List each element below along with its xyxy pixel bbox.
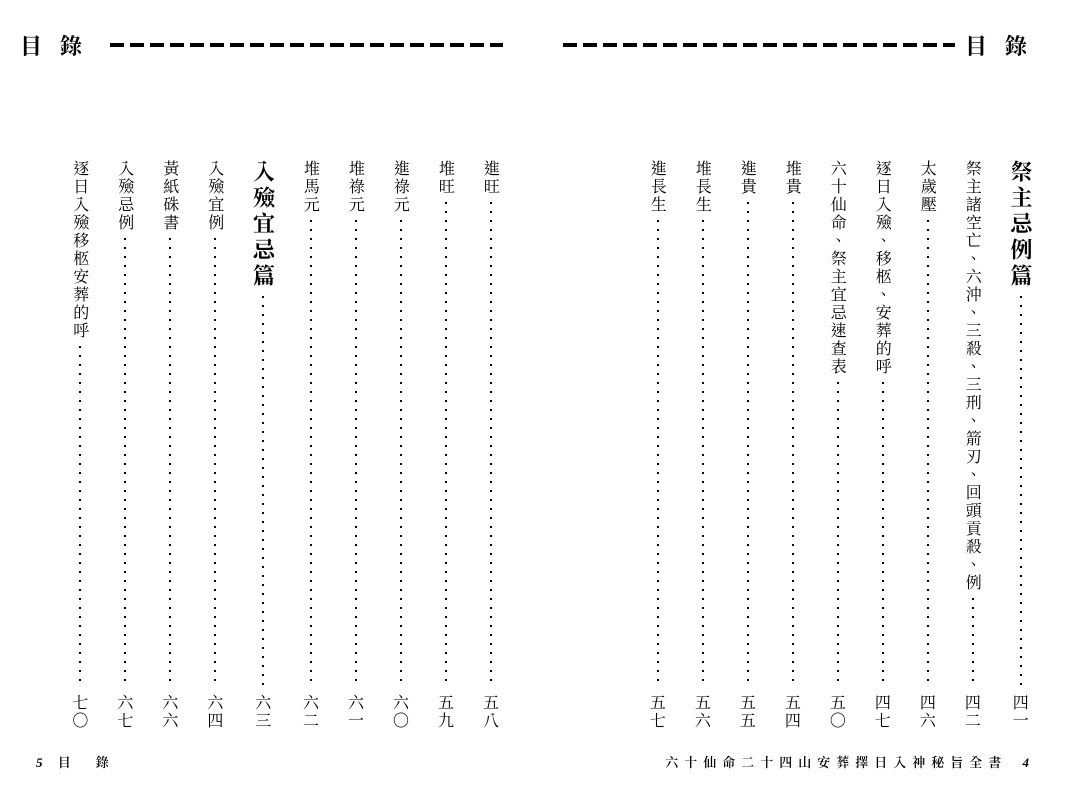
toc-title: 堆貴 <box>783 160 804 196</box>
header-right: 目錄 <box>553 30 1046 60</box>
toc-title: 堆旺 <box>436 160 457 196</box>
leader-dots <box>169 238 171 688</box>
leader-dots <box>214 238 216 688</box>
toc-entry: 堆祿元六一 <box>345 160 368 730</box>
leader-dots <box>79 346 81 688</box>
leader-dots <box>124 238 126 688</box>
leader-dots <box>747 202 749 688</box>
footer-right: 六十仙命二十四山安葬擇日入神秘旨全書 4 <box>665 752 1035 771</box>
toc-entry: 祭主諸空亡、六沖、三殺、三刑、箭刃、回頭貢殺、例四二 <box>961 160 984 730</box>
toc-right: 祭主忌例篇四一祭主諸空亡、六沖、三殺、三刑、箭刃、回頭貢殺、例四二太歲壓四六逐日… <box>553 160 1046 730</box>
toc-entry: 太歲壓四六 <box>916 160 939 730</box>
toc-entry: 入殮宜例六四 <box>204 160 227 730</box>
toc-title: 太歲壓 <box>918 160 939 214</box>
footer-left: 5 目 錄 <box>30 752 115 771</box>
toc-title: 入殮宜忌篇 <box>249 160 278 290</box>
toc-page-number: 六〇 <box>390 694 413 730</box>
toc-title: 入殮忌例 <box>115 160 136 232</box>
toc-title: 堆長生 <box>693 160 714 214</box>
toc-entry: 進貴五五 <box>736 160 759 730</box>
leader-dots <box>702 220 704 688</box>
toc-page-number: 六一 <box>345 694 368 730</box>
toc-left: 進旺五八堆旺五九進祿元六〇堆祿元六一堆馬元六二入殮宜忌篇六三入殮宜例六四黃紙硃書… <box>20 160 513 730</box>
leader-dots <box>490 202 492 688</box>
toc-heading: 祭主忌例篇四一 <box>1006 160 1035 730</box>
toc-entry: 逐日入殮移柩安葬的呼七〇 <box>69 160 92 730</box>
toc-title: 進長生 <box>648 160 669 214</box>
toc-entry: 進長生五七 <box>646 160 669 730</box>
toc-entry: 六十仙命、祭主宜忌速查表五〇 <box>826 160 849 730</box>
toc-page-number: 五五 <box>736 694 759 730</box>
toc-title: 入殮宜例 <box>205 160 226 232</box>
page-left: 目錄 進旺五八堆旺五九進祿元六〇堆祿元六一堆馬元六二入殮宜忌篇六三入殮宜例六四黃… <box>0 0 533 791</box>
leader-dots <box>657 220 659 688</box>
toc-title: 六十仙命、祭主宜忌速查表 <box>828 160 849 376</box>
toc-page-number: 四一 <box>1009 694 1032 730</box>
toc-entry: 進祿元六〇 <box>390 160 413 730</box>
header-label: 目錄 <box>965 30 1045 61</box>
toc-page-number: 五四 <box>781 694 804 730</box>
leader-dots <box>1020 296 1022 688</box>
toc-page-number: 六三 <box>252 694 275 730</box>
toc-page-number: 六七 <box>114 694 137 730</box>
toc-page-number: 四二 <box>961 694 984 730</box>
toc-entry: 堆長生五六 <box>691 160 714 730</box>
toc-title: 進旺 <box>481 160 502 196</box>
leader-dots <box>972 598 974 688</box>
footer-text: 目 錄 <box>58 752 115 771</box>
toc-page-number: 六六 <box>159 694 182 730</box>
toc-page-number: 七〇 <box>69 694 92 730</box>
leader-dots <box>445 202 447 688</box>
page-number: 5 <box>36 755 43 770</box>
toc-title: 堆馬元 <box>301 160 322 214</box>
toc-page-number: 四七 <box>871 694 894 730</box>
leader-dots <box>792 202 794 688</box>
toc-title: 堆祿元 <box>346 160 367 214</box>
toc-title: 進貴 <box>738 160 759 196</box>
footer-text: 六十仙命二十四山安葬擇日入神秘旨全書 <box>665 752 1007 771</box>
toc-page-number: 五〇 <box>826 694 849 730</box>
toc-title: 進祿元 <box>391 160 412 214</box>
toc-page-number: 五九 <box>435 694 458 730</box>
toc-page-number: 四六 <box>916 694 939 730</box>
toc-entry: 逐日入殮、移柩、安葬的呼四七 <box>871 160 894 730</box>
toc-page-number: 五八 <box>480 694 503 730</box>
toc-entry: 堆馬元六二 <box>300 160 323 730</box>
page-right: 目錄 祭主忌例篇四一祭主諸空亡、六沖、三殺、三刑、箭刃、回頭貢殺、例四二太歲壓四… <box>533 0 1065 791</box>
toc-heading: 入殮宜忌篇六三 <box>249 160 278 730</box>
leader-dots <box>355 220 357 688</box>
header-label: 目錄 <box>20 30 100 61</box>
toc-page-number: 六四 <box>204 694 227 730</box>
toc-title: 黃紙硃書 <box>160 160 181 232</box>
toc-entry: 堆旺五九 <box>435 160 458 730</box>
toc-entry: 黃紙硃書六六 <box>159 160 182 730</box>
toc-title: 逐日入殮移柩安葬的呼 <box>70 160 91 340</box>
leader-dots <box>882 382 884 688</box>
leader-dots <box>262 296 264 688</box>
toc-entry: 進旺五八 <box>480 160 503 730</box>
toc-title: 祭主諸空亡、六沖、三殺、三刑、箭刃、回頭貢殺、例 <box>963 160 984 592</box>
toc-entry: 堆貴五四 <box>781 160 804 730</box>
header-rule <box>110 43 502 47</box>
leader-dots <box>310 220 312 688</box>
toc-entry: 入殮忌例六七 <box>114 160 137 730</box>
toc-page-number: 五六 <box>691 694 714 730</box>
leader-dots <box>400 220 402 688</box>
leader-dots <box>837 382 839 688</box>
toc-page-number: 六二 <box>300 694 323 730</box>
header-left: 目錄 <box>20 30 513 60</box>
page-number: 4 <box>1023 755 1030 770</box>
toc-title: 逐日入殮、移柩、安葬的呼 <box>873 160 894 376</box>
leader-dots <box>927 220 929 688</box>
toc-page-number: 五七 <box>646 694 669 730</box>
toc-title: 祭主忌例篇 <box>1006 160 1035 290</box>
header-rule <box>563 43 955 47</box>
